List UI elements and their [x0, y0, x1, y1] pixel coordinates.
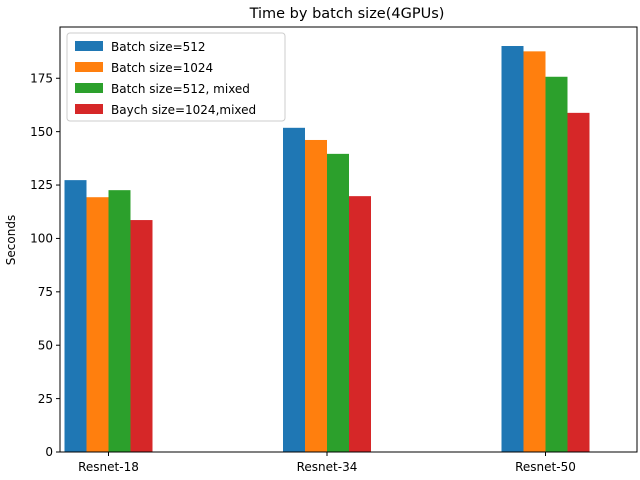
y-tick-label: 75: [38, 285, 53, 299]
y-tick-label: 125: [30, 178, 53, 192]
y-tick-label: 50: [38, 338, 53, 352]
y-tick-label: 25: [38, 392, 53, 406]
bar-4-resnet-50: [567, 112, 590, 452]
legend-swatch: [75, 62, 103, 72]
bar-4-resnet-34: [349, 196, 371, 452]
y-tick-label: 175: [30, 71, 53, 85]
y-tick-label: 100: [30, 232, 53, 246]
y-axis: 0 25 50 75 100 125 150 175: [30, 71, 60, 459]
bar-1-resnet-50: [501, 46, 524, 452]
legend-box: [66, 32, 286, 122]
y-axis-label: Seconds: [4, 215, 18, 265]
legend: Batch size=512 Batch size=1024 Batch size=…: [66, 32, 286, 122]
bar-3-resnet-34: [327, 153, 349, 452]
x-tick-label: Resnet-34: [297, 460, 358, 474]
bar-3-resnet-18: [108, 190, 131, 452]
bar-1-resnet-18: [64, 180, 87, 452]
y-tick-label: 150: [30, 125, 53, 139]
x-tick-label: Resnet-18: [78, 460, 139, 474]
legend-swatch: [75, 104, 103, 114]
bars-group: [64, 46, 590, 453]
legend-swatch: [75, 83, 103, 93]
bar-1-resnet-34: [283, 127, 305, 453]
bar-4-resnet-18: [130, 220, 153, 452]
chart-title: Time by batch size(4GPUs): [249, 6, 445, 22]
legend-label: Batch size=1024: [111, 61, 213, 75]
x-tick-label: Resnet-50: [515, 460, 576, 474]
legend-label: Baych size=1024,mixed: [111, 103, 256, 117]
bar-3-resnet-50: [545, 76, 568, 453]
bar-2-resnet-34: [305, 139, 327, 452]
plot-frame: [59, 26, 638, 453]
legend-swatch: [75, 41, 103, 51]
y-tick-label: 0: [45, 445, 53, 459]
bar-2-resnet-50: [523, 51, 546, 452]
legend-label: Batch size=512, mixed: [111, 82, 250, 96]
bar-2-resnet-18: [86, 197, 109, 452]
x-axis: Resnet-18 Resnet-34 Resnet-50: [78, 452, 576, 474]
legend-label: Batch size=512: [111, 40, 206, 54]
